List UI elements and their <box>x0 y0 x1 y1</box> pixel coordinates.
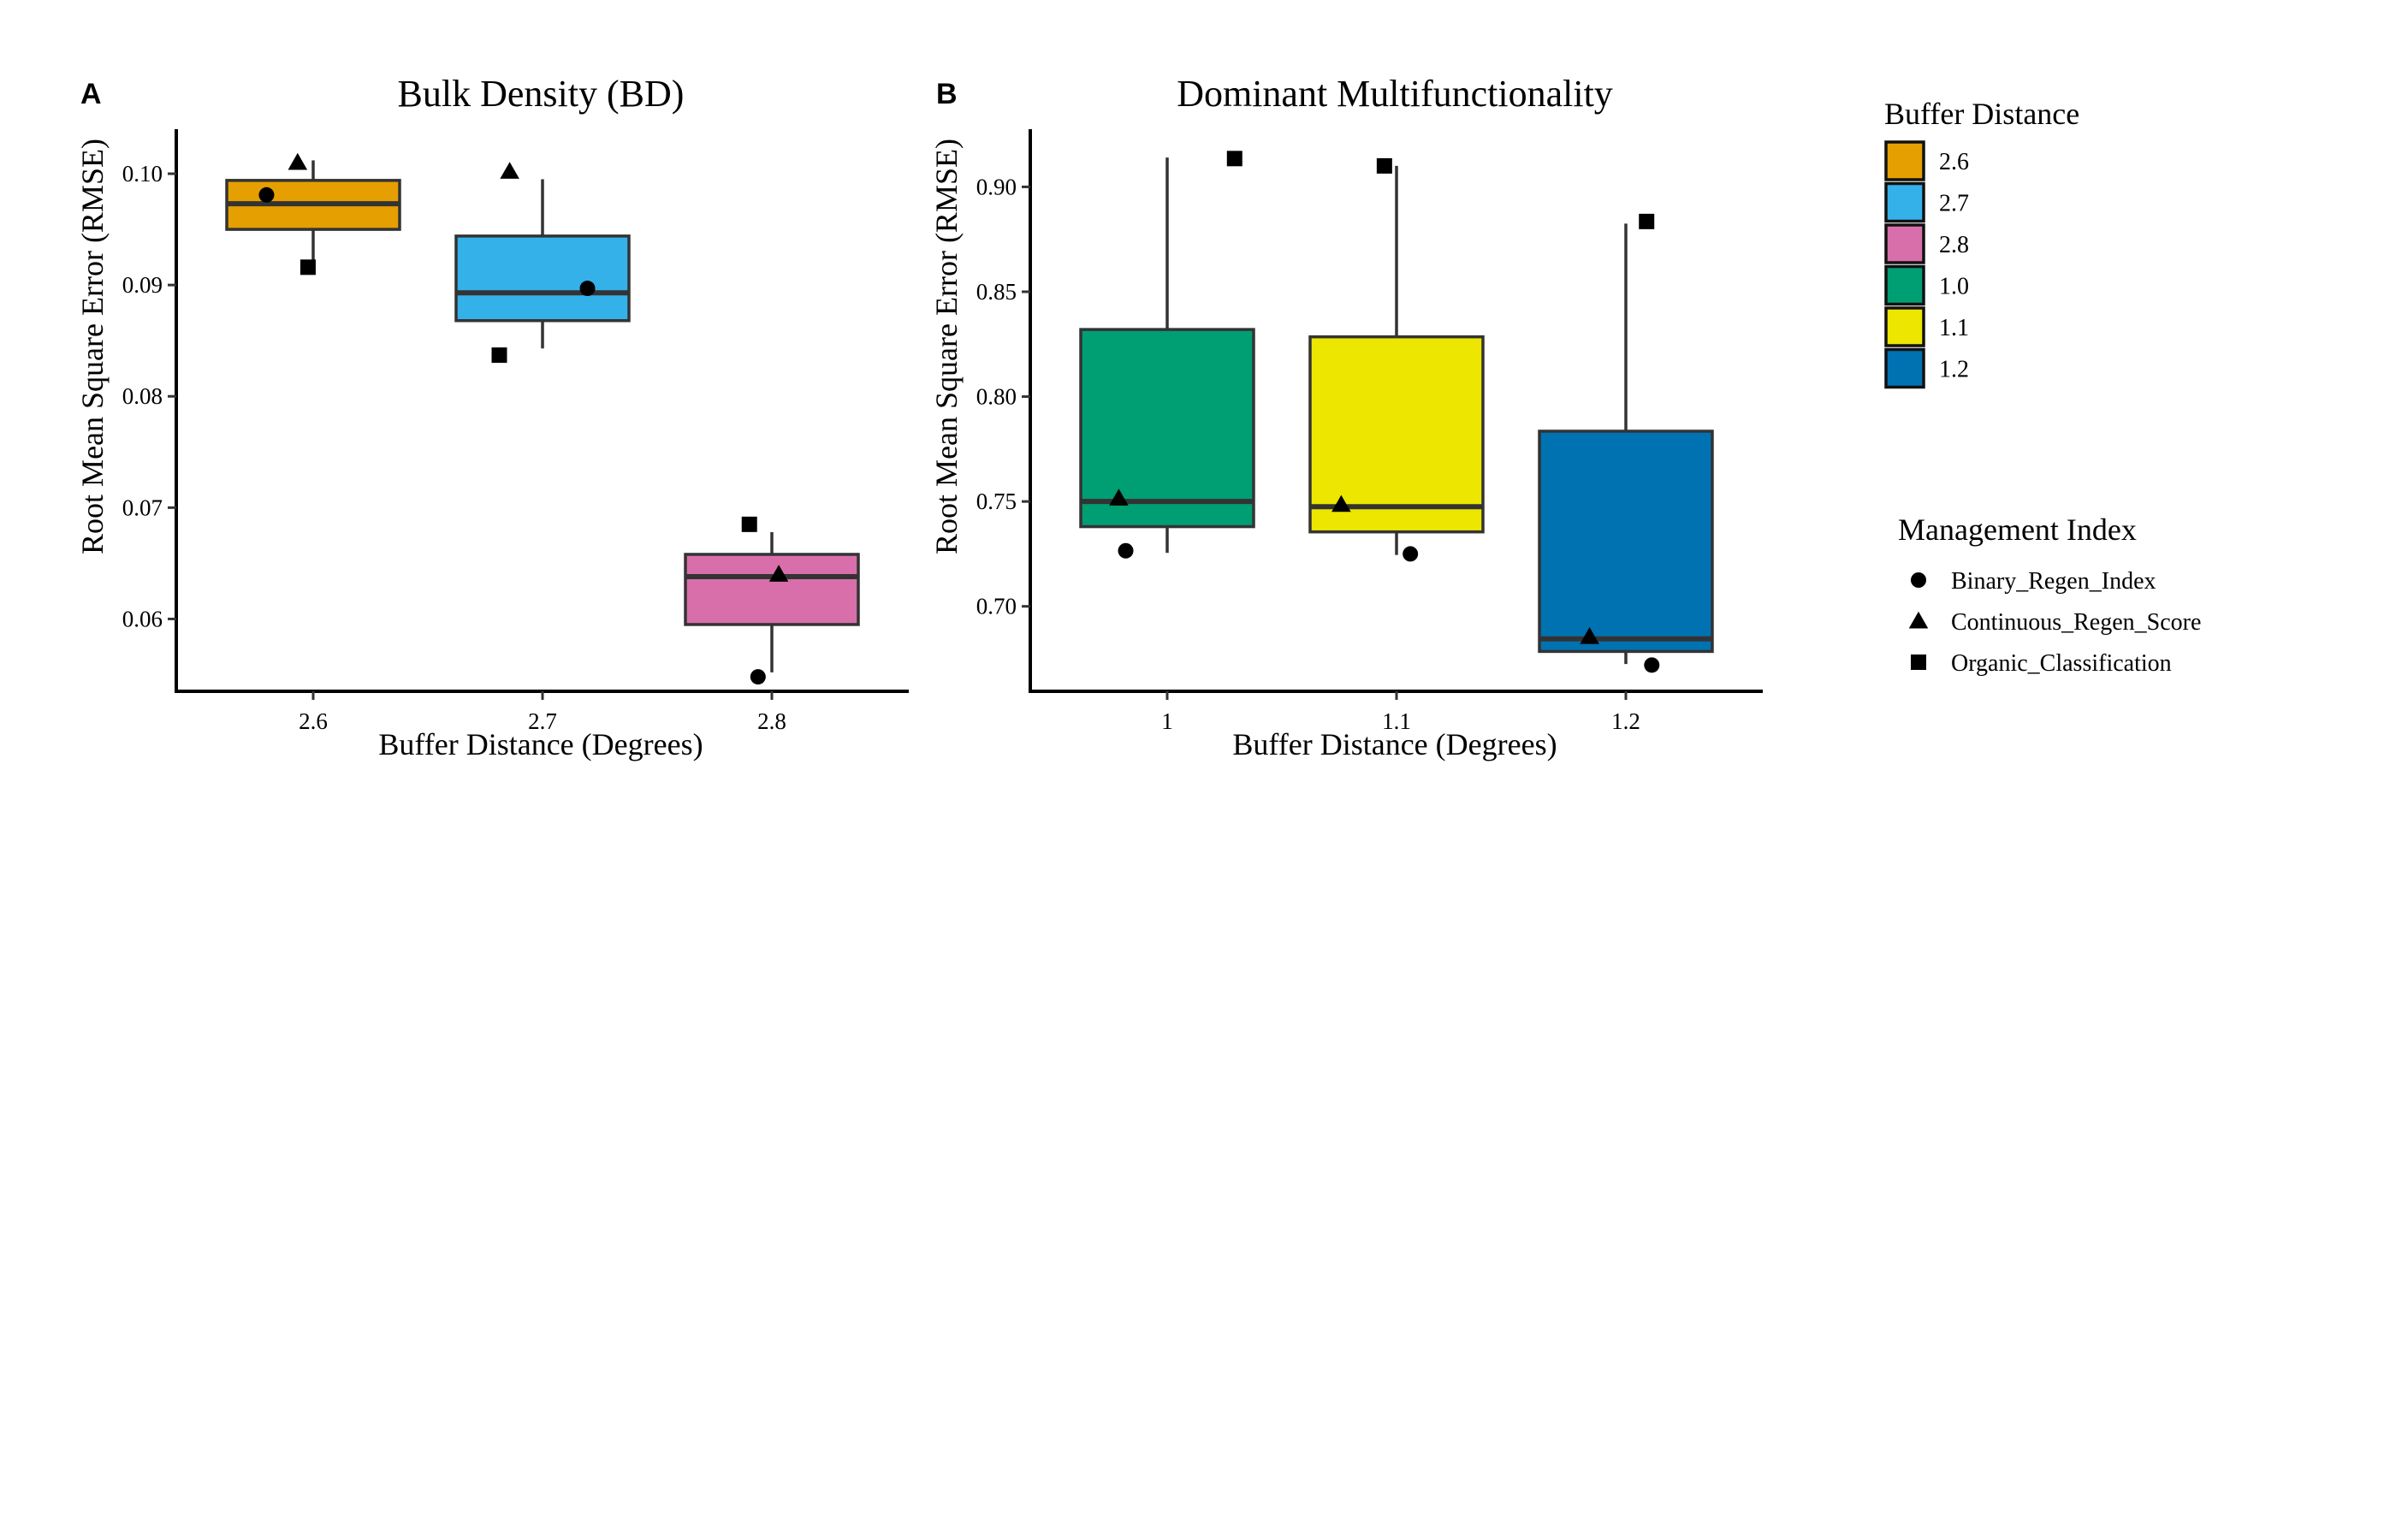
chart-title-a: Bulk Density (BD) <box>398 73 685 115</box>
point-triangle <box>500 162 519 179</box>
point-circle <box>750 669 766 685</box>
x-ticks-a: 2.6 2.7 2.8 <box>299 691 786 734</box>
y-ticks-b: 0.70 0.75 0.80 0.85 0.90 <box>976 174 1030 619</box>
point-triangle <box>1331 495 1351 512</box>
box-body <box>454 234 631 323</box>
y-ticks-a: 0.06 0.07 0.08 0.09 0.10 <box>122 161 176 631</box>
legend-shape-item: Organic_Classification <box>1911 650 2172 677</box>
point-triangle <box>768 565 789 582</box>
x-tick-label: 2.6 <box>299 708 328 734</box>
point-triangle <box>288 152 308 170</box>
legend-fill-item: 1.2 <box>1884 347 1969 389</box>
y-tick-label: 0.75 <box>976 489 1017 514</box>
x-tick-label: 1.1 <box>1382 708 1411 734</box>
y-tick-label: 0.10 <box>122 161 163 187</box>
x-tick-label: 2.7 <box>528 708 557 734</box>
point-square <box>491 347 507 364</box>
point-triangle <box>1580 627 1599 644</box>
box-body <box>1538 429 1714 654</box>
legend-fill-item: 2.8 <box>1884 223 1969 264</box>
legend-fill-swatch <box>1884 181 1925 223</box>
legend-fill-swatch <box>1884 223 1925 264</box>
legend-fill-item: 2.6 <box>1884 140 1969 181</box>
box-1.2 <box>1538 223 1714 665</box>
legend-fill-label: 2.6 <box>1939 149 1969 175</box>
boxes-b <box>1079 157 1714 665</box>
box-body <box>1308 335 1485 534</box>
y-tick-label: 0.90 <box>976 174 1017 199</box>
legend-shape-title: Management Index <box>1898 512 2137 547</box>
legend-shape-item: Binary_Regen_Index <box>1911 568 2156 595</box>
point-circle <box>1403 546 1419 562</box>
y-tick-label: 0.07 <box>122 495 163 520</box>
point-square <box>1226 151 1242 167</box>
legend-fill-label: 1.2 <box>1939 357 1969 383</box>
legend-fill-swatch <box>1884 140 1925 181</box>
point-triangle <box>1109 489 1129 506</box>
legend-fill-title: Buffer Distance <box>1884 97 2079 131</box>
legend-fill-item: 2.7 <box>1884 181 1969 223</box>
legend-shape-marker <box>1911 654 1926 670</box>
panel-label-a: A <box>80 78 102 110</box>
panel-b-dominant-multifunctionality: B Dominant Multifunctionality Root Mean … <box>929 73 1763 761</box>
chart-title-b: Dominant Multifunctionality <box>1177 73 1613 115</box>
legend-shape-label: Organic_Classification <box>1951 650 2172 677</box>
y-tick-label: 0.85 <box>976 279 1017 305</box>
legend-fill-item: 1.0 <box>1884 264 1969 306</box>
x-tick-label: 2.8 <box>757 708 786 734</box>
point-square <box>1376 157 1392 174</box>
legend-fill-item: 1.1 <box>1884 306 1969 347</box>
point-circle <box>579 281 596 297</box>
legend-buffer-distance: Buffer Distance 2.6 2.7 2.8 1.0 1.1 1.2 <box>1884 97 2079 389</box>
x-axis-label-a: Buffer Distance (Degrees) <box>378 727 703 761</box>
box-2.8 <box>684 531 860 672</box>
legend-shape-item: Continuous_Regen_Score <box>1908 609 2201 636</box>
y-tick-label: 0.70 <box>976 594 1017 619</box>
legend-shape-label: Binary_Regen_Index <box>1951 568 2156 595</box>
panel-a-bulk-density: A Bulk Density (BD) Root Mean Square Err… <box>75 73 909 761</box>
y-axis-label-b: Root Mean Square Error (RMSE) <box>929 139 964 554</box>
point-square <box>300 259 316 275</box>
points-b <box>1109 151 1660 673</box>
legend-shape-label: Continuous_Regen_Score <box>1951 609 2201 636</box>
legend-fill-label: 1.1 <box>1939 315 1969 341</box>
legend-fill-swatch <box>1884 347 1925 389</box>
box-2.7 <box>454 179 631 349</box>
point-circle <box>1118 542 1134 559</box>
x-tick-label: 1 <box>1161 708 1173 734</box>
legend-fill-label: 2.7 <box>1939 191 1969 217</box>
panel-label-b: B <box>936 78 958 110</box>
box-1 <box>1079 157 1255 554</box>
points-a <box>258 152 789 685</box>
point-circle <box>1644 657 1660 673</box>
legend-shape-marker <box>1911 572 1926 588</box>
x-ticks-b: 1 1.1 1.2 <box>1161 691 1640 734</box>
legend-fill-swatch <box>1884 306 1925 347</box>
y-tick-label: 0.80 <box>976 384 1017 410</box>
y-tick-label: 0.06 <box>122 606 163 631</box>
legend-management-index: Management Index Binary_Regen_Index Conti… <box>1898 512 2201 677</box>
legend-fill-label: 2.8 <box>1939 232 1969 258</box>
boxes-a <box>225 160 860 672</box>
legend-fill-label: 1.0 <box>1939 274 1969 300</box>
box-body <box>684 553 860 626</box>
box-1.1 <box>1308 165 1485 555</box>
point-circle <box>258 187 275 203</box>
point-square <box>741 516 757 532</box>
x-tick-label: 1.2 <box>1611 708 1640 734</box>
y-tick-label: 0.09 <box>122 272 163 298</box>
x-axis-label-b: Buffer Distance (Degrees) <box>1232 727 1557 761</box>
legend-shape-marker <box>1908 611 1929 629</box>
box-2.6 <box>225 160 401 261</box>
y-tick-label: 0.08 <box>122 383 163 409</box>
legend-fill-swatch <box>1884 264 1925 306</box>
point-square <box>1639 213 1655 229</box>
box-body <box>1079 328 1255 529</box>
y-axis-label-a: Root Mean Square Error (RMSE) <box>75 139 110 554</box>
